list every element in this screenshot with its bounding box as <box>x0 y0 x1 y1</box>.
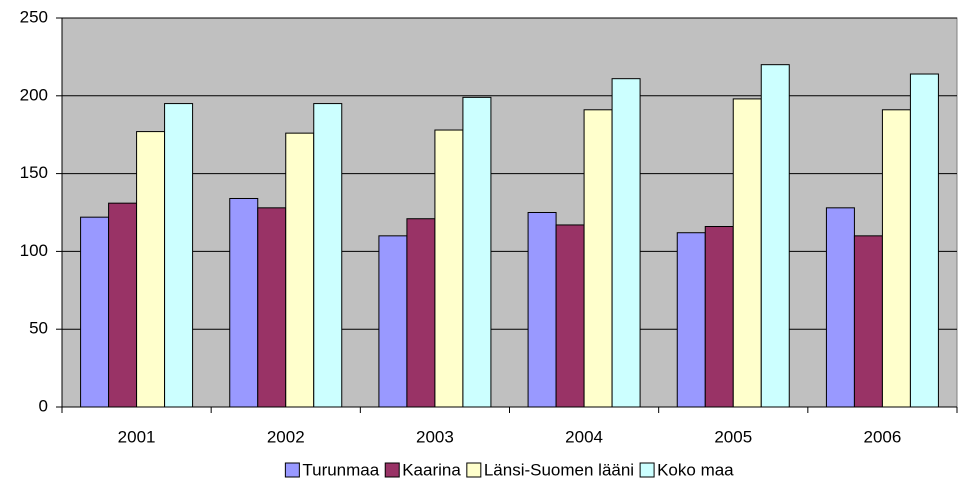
bar <box>760 64 790 408</box>
bar <box>136 131 166 408</box>
bar <box>909 73 939 408</box>
legend-swatch <box>284 462 300 478</box>
bar <box>583 109 613 408</box>
bar <box>704 226 734 408</box>
bar <box>313 103 343 408</box>
x-tick-label: 2006 <box>864 427 902 446</box>
legend-label: Turunmaa <box>302 460 379 479</box>
legend-label: Koko maa <box>657 460 734 479</box>
bar <box>257 207 287 408</box>
legend-swatch <box>639 462 655 478</box>
x-tick-label: 2002 <box>267 427 305 446</box>
x-tick-label: 2005 <box>714 427 752 446</box>
bar <box>732 98 762 408</box>
bar <box>611 78 641 408</box>
bar <box>825 207 855 408</box>
bar <box>434 129 464 408</box>
y-tick-label: 0 <box>39 396 48 415</box>
bar <box>285 132 315 408</box>
legend-swatch <box>384 462 400 478</box>
bar <box>853 235 883 408</box>
bar <box>676 232 706 408</box>
plot-area <box>61 17 958 408</box>
bar <box>378 235 408 408</box>
x-tick-label: 2003 <box>416 427 454 446</box>
bar <box>229 197 259 408</box>
legend: Turunmaa Kaarina Länsi-Suomen lääni Koko ma… <box>284 460 734 479</box>
y-tick-label: 150 <box>20 163 48 182</box>
bar <box>80 216 110 408</box>
legend-label: Länsi-Suomen lääni <box>484 460 634 479</box>
x-tick-label: 2001 <box>118 427 156 446</box>
bar <box>555 224 585 408</box>
legend-swatch <box>466 462 482 478</box>
legend-label: Kaarina <box>402 460 461 479</box>
x-tick-label: 2004 <box>565 427 603 446</box>
bar <box>881 109 911 408</box>
bar <box>164 103 194 408</box>
y-tick-label: 200 <box>20 85 48 104</box>
bar <box>108 202 138 408</box>
y-tick-label: 50 <box>29 319 48 338</box>
bar <box>462 96 492 408</box>
y-tick-label: 100 <box>20 241 48 260</box>
bar <box>406 218 436 408</box>
bar <box>527 212 557 408</box>
y-tick-label: 250 <box>20 7 48 26</box>
